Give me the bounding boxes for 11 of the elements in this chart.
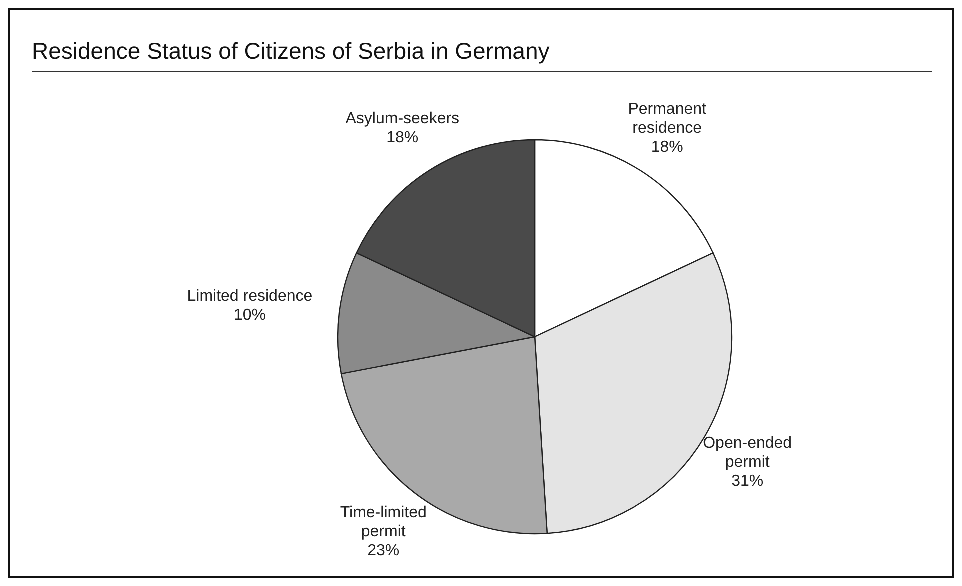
slice-label: Limited residence [187,288,313,306]
data-label: 18% [651,138,684,156]
slice-label: Open-ended permit [703,435,792,472]
chart-title: Residence Status of Citizens of Serbia in Germany [32,38,932,72]
slice-label: Time-limited permit [340,504,427,541]
data-label: 23% [368,542,400,560]
data-label: 31% [732,473,764,490]
slice-label: Asylum-seekers [346,110,460,128]
slice-label: Permanent residence [628,100,708,137]
data-label: 18% [386,129,419,146]
data-label: 10% [234,307,266,324]
